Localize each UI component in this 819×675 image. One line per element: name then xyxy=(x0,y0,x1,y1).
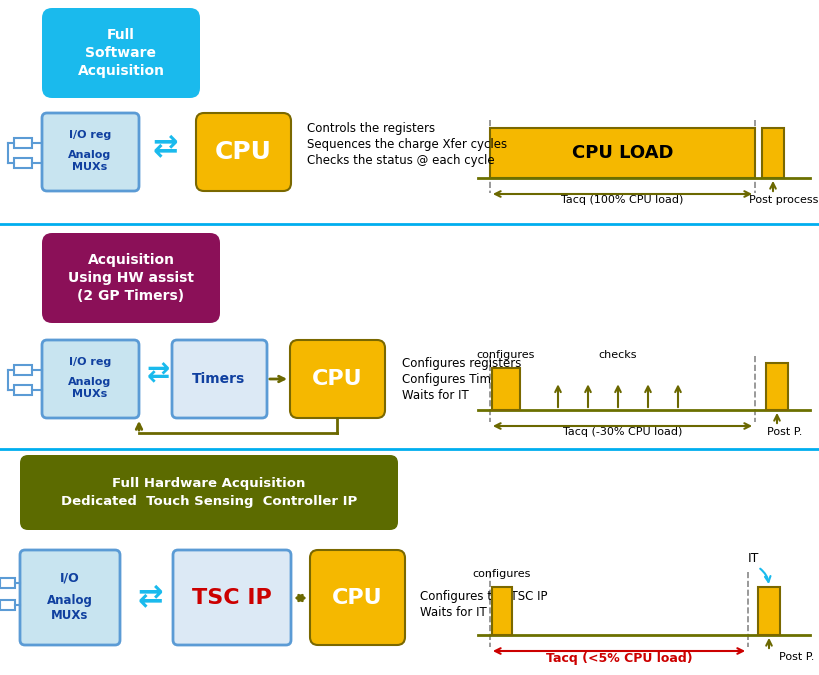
Text: I/O reg: I/O reg xyxy=(69,357,111,367)
Bar xyxy=(491,587,511,635)
Text: CPU: CPU xyxy=(311,369,362,389)
Text: Checks the status @ each cycle: Checks the status @ each cycle xyxy=(306,154,494,167)
FancyBboxPatch shape xyxy=(310,550,405,645)
Text: I/O: I/O xyxy=(60,572,79,585)
Text: Controls the registers: Controls the registers xyxy=(306,122,435,135)
Bar xyxy=(761,128,783,178)
Text: Acquisition
Using HW assist
(2 GP Timers): Acquisition Using HW assist (2 GP Timers… xyxy=(68,252,194,303)
Bar xyxy=(757,587,779,635)
Bar xyxy=(0,600,15,610)
Bar xyxy=(491,368,519,410)
Text: I/O reg: I/O reg xyxy=(69,130,111,140)
Text: Post P.: Post P. xyxy=(778,652,813,662)
FancyBboxPatch shape xyxy=(173,550,291,645)
Text: configures: configures xyxy=(473,569,531,579)
Text: configures: configures xyxy=(476,350,535,360)
Bar xyxy=(0,578,15,588)
FancyBboxPatch shape xyxy=(172,340,267,418)
FancyBboxPatch shape xyxy=(196,113,291,191)
FancyBboxPatch shape xyxy=(42,340,139,418)
Text: Analog
MUXs: Analog MUXs xyxy=(68,151,111,172)
FancyBboxPatch shape xyxy=(42,233,219,323)
Bar xyxy=(765,363,787,410)
Bar xyxy=(14,385,32,395)
Bar xyxy=(14,138,32,148)
FancyBboxPatch shape xyxy=(20,550,120,645)
FancyBboxPatch shape xyxy=(20,455,397,530)
Text: checks: checks xyxy=(598,350,636,360)
Text: CPU LOAD: CPU LOAD xyxy=(571,144,672,162)
FancyBboxPatch shape xyxy=(42,113,139,191)
Text: CPU: CPU xyxy=(215,140,271,164)
Text: TSC IP: TSC IP xyxy=(192,588,272,608)
Text: Waits for IT: Waits for IT xyxy=(419,606,486,619)
Bar xyxy=(14,365,32,375)
Text: Analog
MUXs: Analog MUXs xyxy=(47,594,93,622)
Text: Full
Software
Acquisition: Full Software Acquisition xyxy=(78,28,165,78)
Bar xyxy=(14,158,32,168)
Text: Sequences the charge Xfer cycles: Sequences the charge Xfer cycles xyxy=(306,138,506,151)
Text: ⇄: ⇄ xyxy=(137,583,162,612)
Text: IT: IT xyxy=(746,552,758,565)
Text: CPU: CPU xyxy=(331,588,382,608)
Text: Tacq (100% CPU load): Tacq (100% CPU load) xyxy=(561,195,683,205)
Text: Post P.: Post P. xyxy=(767,427,802,437)
Text: Tacq (-30% CPU load): Tacq (-30% CPU load) xyxy=(562,427,681,437)
FancyBboxPatch shape xyxy=(42,8,200,98)
Text: Configures registers: Configures registers xyxy=(401,357,521,370)
Text: Timers: Timers xyxy=(192,372,246,386)
Text: ⇄: ⇄ xyxy=(152,134,178,163)
FancyBboxPatch shape xyxy=(290,340,385,418)
Text: Post processing: Post processing xyxy=(748,195,819,205)
Text: Waits for IT: Waits for IT xyxy=(401,389,468,402)
Text: Full Hardware Acquisition
Dedicated  Touch Sensing  Controller IP: Full Hardware Acquisition Dedicated Touc… xyxy=(61,477,357,508)
Text: Configures the TSC IP: Configures the TSC IP xyxy=(419,590,547,603)
Text: ⇄: ⇄ xyxy=(147,359,170,387)
Text: Configures Timers: Configures Timers xyxy=(401,373,509,386)
Text: Analog
MUXs: Analog MUXs xyxy=(68,377,111,399)
Bar xyxy=(490,128,754,178)
Text: Tacq (<5% CPU load): Tacq (<5% CPU load) xyxy=(545,652,691,665)
